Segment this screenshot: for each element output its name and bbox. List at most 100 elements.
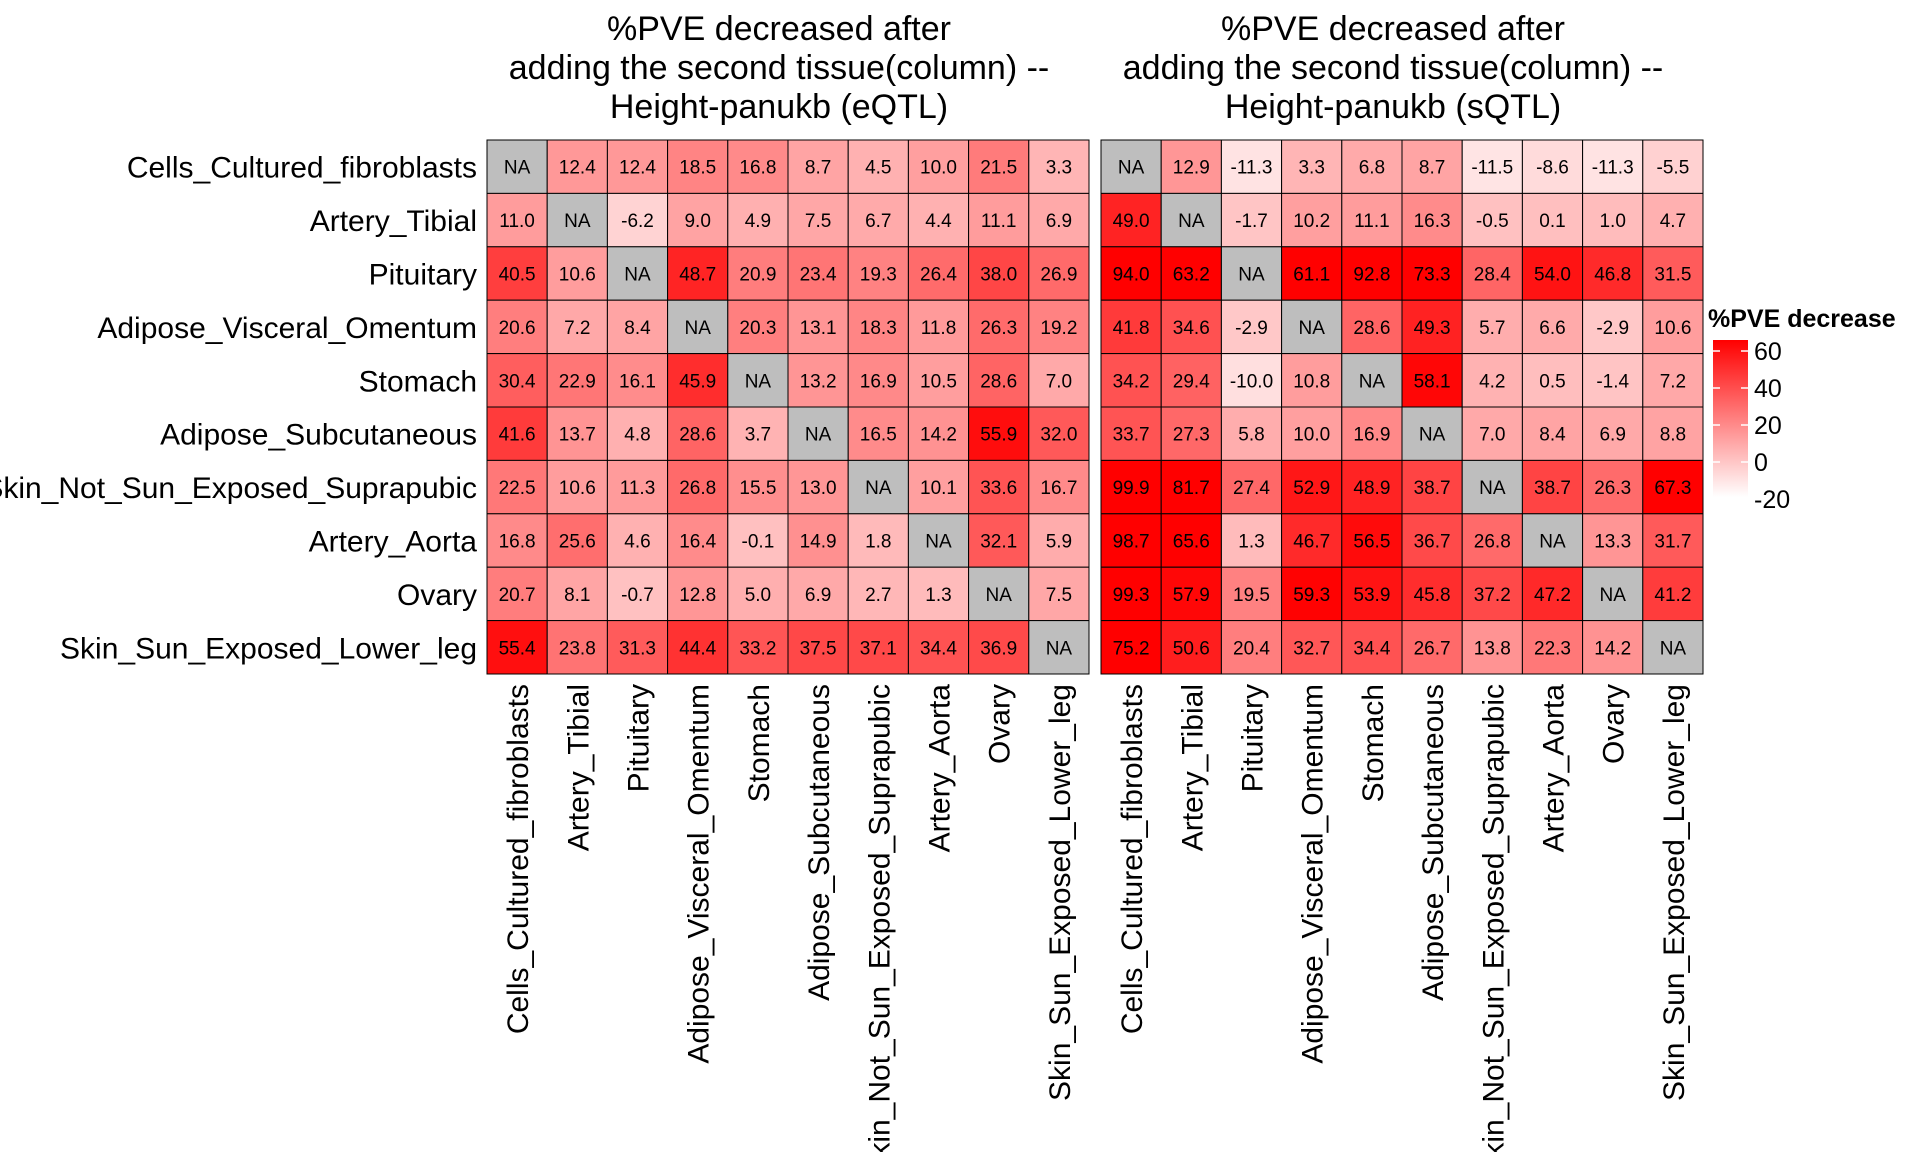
heatmap-cell — [1521, 299, 1584, 355]
row-label: Cells_Cultured_fibroblasts — [127, 152, 477, 185]
heatmap-cell — [1281, 299, 1343, 355]
heatmap-cell — [1582, 299, 1644, 355]
cell-value-label: 10.0 — [1293, 425, 1330, 446]
cell-value-label: 46.8 — [1594, 265, 1631, 286]
column-label: Adipose_Subcutaneous — [803, 684, 836, 1001]
legend-tick-label: 40 — [1754, 375, 1782, 403]
heatmap-cell — [1461, 406, 1523, 461]
cell-value-label: 1.0 — [1599, 211, 1625, 232]
cell-value-label: 98.7 — [1113, 532, 1150, 553]
heatmap-cell — [1642, 513, 1704, 568]
cell-value-label: -6.2 — [621, 211, 654, 232]
cell-value-label: 54.0 — [1534, 265, 1571, 286]
column-label: Stomach — [743, 684, 776, 802]
cell-value-label: 14.9 — [800, 532, 837, 553]
cell-value-label: NA — [1178, 211, 1205, 232]
heatmap-cell — [727, 566, 789, 622]
heatmap-cell — [1582, 566, 1644, 622]
cell-value-label: 10.0 — [920, 158, 957, 179]
heatmap-cell — [486, 566, 548, 622]
cell-value-label: 56.5 — [1353, 532, 1390, 553]
cell-value-label: 8.4 — [624, 318, 651, 339]
legend-title: %PVE decrease — [1708, 305, 1896, 333]
cell-value-label: 14.2 — [920, 425, 957, 446]
heatmap-cell — [1401, 406, 1463, 461]
heatmap-cell — [1220, 246, 1283, 301]
cell-value-label: 52.9 — [1293, 478, 1330, 499]
cell-value-label: 49.3 — [1414, 318, 1451, 339]
row-label: Ovary — [397, 579, 477, 612]
heatmap-cell — [1521, 353, 1584, 408]
heatmap-cell — [847, 513, 909, 568]
cell-value-label: 33.2 — [739, 638, 776, 659]
heatmap-cell — [1281, 620, 1343, 675]
cell-value-label: 5.7 — [1479, 318, 1505, 339]
heatmap-cell — [606, 566, 669, 622]
heatmap-cell — [546, 620, 608, 675]
heatmap-cell — [546, 192, 608, 248]
heatmap-cell — [1521, 139, 1584, 194]
cell-value-label: 22.5 — [499, 478, 536, 499]
column-label: Artery_Tibial — [1176, 684, 1209, 851]
cell-value-label: NA — [865, 478, 892, 499]
heatmap-cell — [546, 566, 608, 622]
heatmap-cell — [1401, 192, 1463, 248]
cell-value-label: 32.1 — [980, 532, 1017, 553]
cell-value-label: 8.7 — [1419, 158, 1445, 179]
cell-value-label: -2.9 — [1596, 318, 1629, 339]
legend-tick-label: 0 — [1754, 449, 1768, 477]
cell-value-label: 7.5 — [1046, 585, 1072, 606]
heatmap-cell — [1281, 246, 1343, 301]
cell-value-label: -1.7 — [1235, 211, 1268, 232]
heatmap-cell — [1642, 192, 1704, 248]
heatmap-cell — [1401, 620, 1463, 675]
row-label: Artery_Aorta — [309, 526, 478, 559]
cell-value-label: 32.0 — [1040, 425, 1077, 446]
heatmap-cell — [1160, 566, 1222, 622]
cell-value-label: NA — [1419, 425, 1446, 446]
cell-value-label: NA — [1298, 318, 1325, 339]
cell-value-label: 26.3 — [980, 318, 1017, 339]
cell-value-label: 22.9 — [559, 371, 596, 392]
heatmap-cell — [1461, 513, 1523, 568]
cell-value-label: 61.1 — [1293, 265, 1330, 286]
heatmap-cell — [1461, 459, 1523, 515]
cell-value-label: 4.7 — [1660, 211, 1686, 232]
heatmap-cell — [1028, 566, 1090, 622]
column-label: Ovary — [1598, 684, 1631, 764]
cell-value-label: -0.7 — [621, 585, 654, 606]
legend-tick-label: 60 — [1754, 338, 1782, 366]
cell-value-label: 49.0 — [1113, 211, 1150, 232]
cell-value-label: 28.6 — [980, 371, 1017, 392]
cell-value-label: 32.7 — [1293, 638, 1330, 659]
heatmap-cell — [1100, 620, 1162, 675]
column-label: Stomach — [1357, 684, 1390, 802]
heatmap-cell — [1160, 513, 1222, 568]
column-label: Adipose_Visceral_Omentum — [1297, 684, 1330, 1064]
heatmap-cell — [667, 459, 729, 515]
heatmap-cell — [787, 459, 849, 515]
cell-value-label: 46.7 — [1293, 532, 1330, 553]
heatmap-cell — [968, 192, 1030, 248]
cell-value-label: 53.9 — [1353, 585, 1390, 606]
heatmap-cell — [787, 513, 849, 568]
heatmap-cell — [907, 353, 970, 408]
heatmap-cell — [1642, 353, 1704, 408]
cell-value-label: 4.2 — [1479, 371, 1505, 392]
heatmap-cell — [1160, 246, 1222, 301]
heatmap-cell — [1160, 192, 1222, 248]
cell-value-label: 20.6 — [499, 318, 536, 339]
cell-value-label: 12.8 — [679, 585, 716, 606]
cell-value-label: 18.5 — [679, 158, 716, 179]
heatmap-cell — [1220, 139, 1283, 194]
cell-value-label: 99.3 — [1113, 585, 1150, 606]
cell-value-label: 38.7 — [1414, 478, 1451, 499]
heatmap-cell — [1642, 299, 1704, 355]
heatmap-cell — [787, 620, 849, 675]
heatmap-cell — [847, 620, 909, 675]
cell-value-label: 16.8 — [739, 158, 776, 179]
heatmap-cell — [968, 246, 1030, 301]
heatmap-cell — [968, 566, 1030, 622]
cell-value-label: 33.6 — [980, 478, 1017, 499]
cell-value-label: -8.6 — [1536, 158, 1569, 179]
